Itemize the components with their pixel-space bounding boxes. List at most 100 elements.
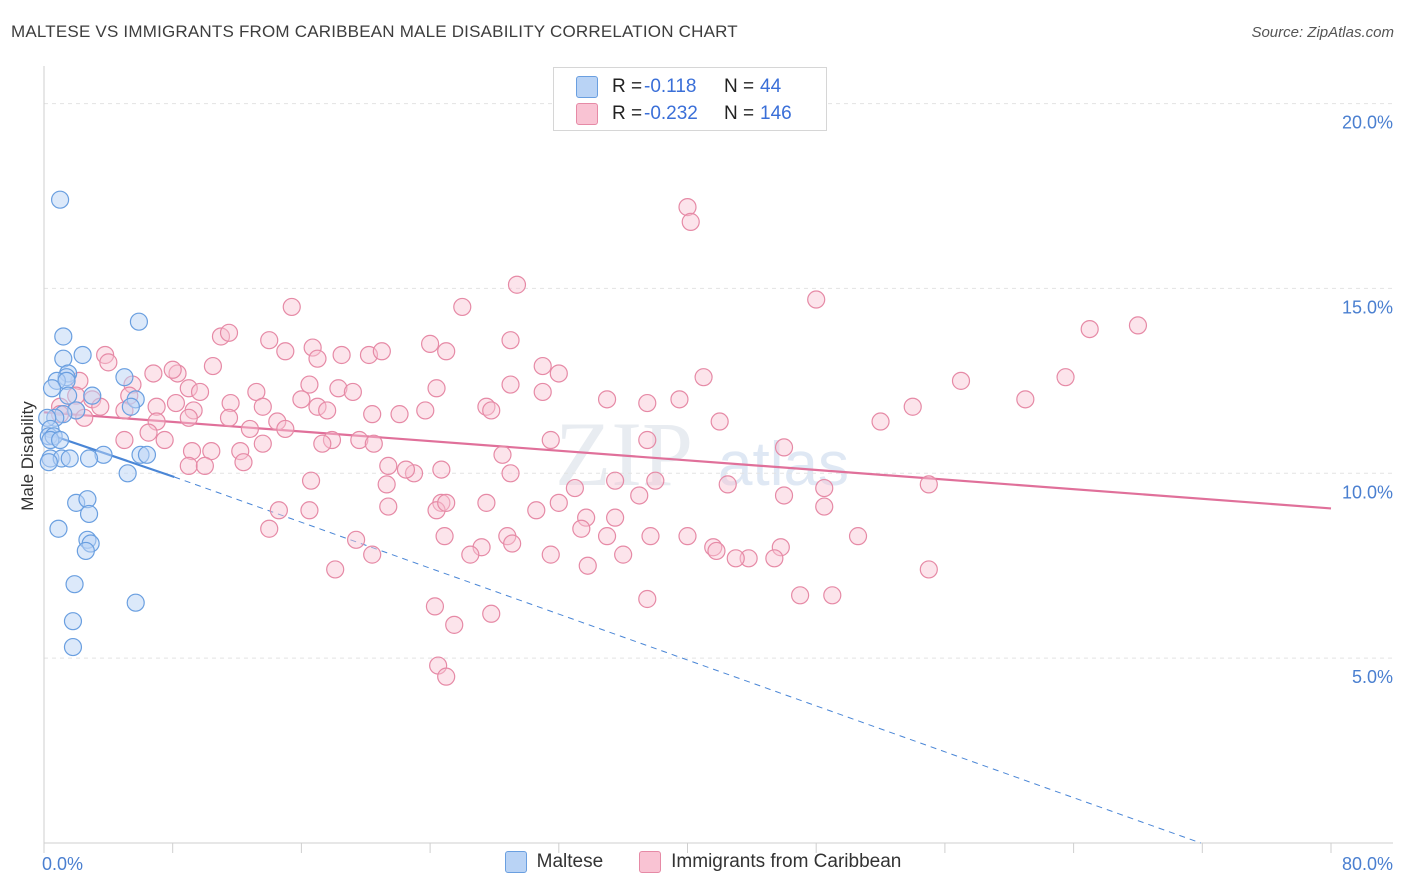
caribbean-point bbox=[437, 493, 456, 512]
caribbean-point bbox=[190, 382, 210, 402]
caribbean-point bbox=[577, 508, 596, 527]
caribbean-point bbox=[614, 545, 633, 564]
caribbean-point bbox=[332, 345, 351, 365]
legend-item-caribbean: Immigrants from Caribbean bbox=[639, 851, 901, 873]
caribbean-point bbox=[533, 356, 552, 376]
y-tick-label: 20.0% bbox=[1342, 113, 1393, 133]
caribbean-point bbox=[427, 501, 446, 520]
maltese-point bbox=[83, 386, 102, 405]
y-axis-label: Male Disability bbox=[18, 401, 37, 511]
caribbean-point bbox=[791, 586, 810, 605]
caribbean-point bbox=[343, 382, 362, 402]
caribbean-point bbox=[363, 545, 382, 564]
maltese-swatch bbox=[576, 76, 598, 98]
caribbean-point bbox=[416, 401, 435, 420]
caribbean-point bbox=[437, 342, 456, 361]
caribbean-point bbox=[678, 527, 697, 546]
caribbean-point bbox=[445, 615, 464, 634]
caribbean-point bbox=[308, 397, 327, 416]
n-label: N = bbox=[724, 103, 755, 124]
caribbean-point bbox=[501, 331, 520, 350]
r-label: R = bbox=[612, 76, 643, 97]
caribbean-point bbox=[718, 475, 737, 494]
x-tick-label: 80.0% bbox=[1342, 854, 1393, 874]
caribbean-point bbox=[363, 405, 382, 424]
maltese-point bbox=[65, 575, 84, 594]
caribbean-point bbox=[541, 545, 560, 564]
caribbean-point bbox=[774, 486, 794, 505]
caribbean-swatch bbox=[576, 103, 598, 125]
maltese-point bbox=[76, 541, 95, 561]
caribbean-point bbox=[597, 527, 617, 546]
caribbean-point bbox=[292, 390, 311, 409]
caribbean-point bbox=[771, 538, 790, 557]
caribbean-point bbox=[501, 464, 520, 483]
caribbean-point bbox=[179, 379, 198, 398]
caribbean-point bbox=[572, 519, 591, 538]
caribbean-point bbox=[318, 401, 337, 420]
caribbean-point bbox=[346, 530, 366, 549]
caribbean-point bbox=[303, 338, 322, 357]
caribbean-point bbox=[638, 589, 657, 609]
maltese-point bbox=[126, 593, 145, 612]
caribbean-point bbox=[240, 419, 260, 439]
maltese-point bbox=[63, 637, 83, 657]
maltese-point bbox=[42, 379, 62, 398]
caribbean-point bbox=[282, 297, 301, 317]
caribbean-point bbox=[1080, 320, 1099, 339]
caribbean-point bbox=[606, 508, 625, 527]
caribbean-point bbox=[1016, 390, 1035, 409]
legend-item-maltese: Maltese bbox=[504, 851, 604, 873]
caribbean-point bbox=[372, 342, 391, 361]
maltese-point bbox=[59, 386, 78, 405]
caribbean-point bbox=[276, 419, 295, 439]
legend-label-maltese: Maltese bbox=[536, 851, 604, 872]
caribbean-point bbox=[432, 460, 451, 479]
caribbean-point bbox=[707, 541, 726, 561]
caribbean-point bbox=[1128, 316, 1148, 335]
caribbean-point bbox=[203, 356, 223, 376]
caribbean-point bbox=[390, 405, 409, 424]
caribbean-point bbox=[377, 475, 396, 494]
caribbean-point bbox=[435, 527, 454, 546]
caribbean-point bbox=[115, 430, 134, 450]
caribbean-point bbox=[427, 379, 446, 398]
caribbean-point bbox=[765, 549, 784, 568]
caribbean-point bbox=[807, 290, 826, 309]
caribbean-point bbox=[379, 456, 398, 475]
caribbean-point bbox=[670, 390, 689, 409]
caribbean-point bbox=[606, 471, 625, 490]
maltese-point bbox=[73, 345, 92, 365]
caribbean-point bbox=[269, 501, 288, 520]
caribbean-point bbox=[425, 597, 445, 616]
maltese-point bbox=[54, 327, 73, 346]
caribbean-point bbox=[477, 493, 496, 512]
watermark: ZIP atlas bbox=[555, 403, 849, 505]
caribbean-point bbox=[710, 412, 729, 431]
caribbean-point bbox=[155, 430, 174, 450]
caribbean-point bbox=[313, 434, 332, 453]
r-label: R = bbox=[612, 103, 643, 124]
caribbean-point bbox=[527, 501, 546, 520]
caribbean-point bbox=[630, 486, 649, 505]
caribbean-point bbox=[219, 323, 239, 342]
r-value: -0.232 bbox=[644, 103, 698, 124]
caribbean-point bbox=[739, 549, 758, 568]
caribbean-point bbox=[823, 586, 842, 605]
gridlines bbox=[44, 103, 1393, 659]
maltese-point bbox=[79, 449, 99, 468]
maltese-trend-extension bbox=[174, 476, 1201, 844]
caribbean-point bbox=[903, 397, 922, 416]
stats-legend: R = -0.118 N = 44 R = -0.232 N = 146 bbox=[553, 67, 827, 131]
caribbean-point bbox=[364, 434, 383, 453]
caribbean-point bbox=[503, 534, 522, 553]
maltese-points bbox=[38, 190, 157, 657]
caribbean-point bbox=[641, 527, 660, 546]
legend-row-caribbean: R = -0.232 N = 146 bbox=[576, 101, 792, 127]
series-legend: Maltese Immigrants from Caribbean bbox=[0, 851, 1406, 873]
caribbean-point bbox=[501, 375, 520, 394]
maltese-point bbox=[137, 445, 157, 464]
caribbean-point bbox=[507, 275, 527, 294]
maltese-point bbox=[60, 449, 79, 468]
caribbean-point bbox=[638, 430, 657, 450]
